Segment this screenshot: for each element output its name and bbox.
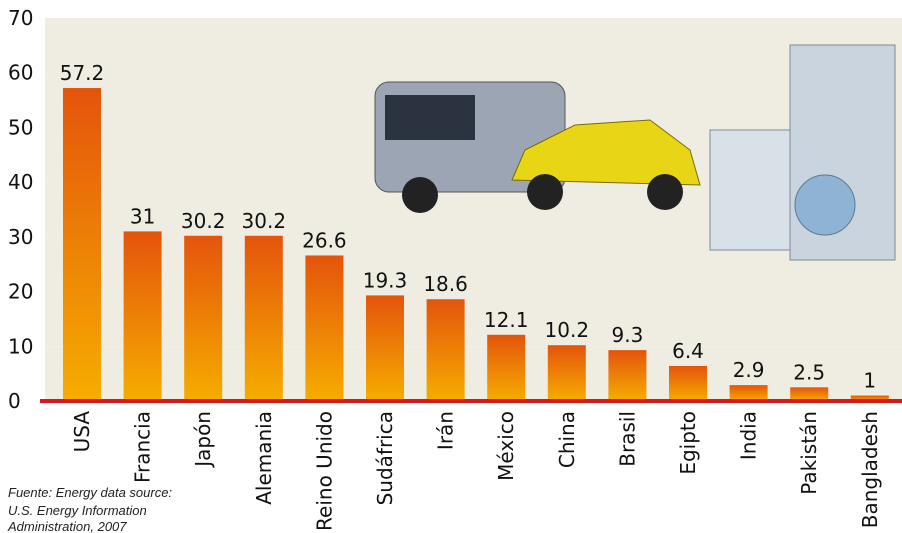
value-label: 1 (863, 369, 876, 393)
value-label: 10.2 (545, 318, 590, 342)
x-tick-label: Pakistán (797, 411, 821, 495)
bar (730, 385, 768, 401)
y-tick-label: 30 (8, 225, 33, 249)
x-tick-label: India (737, 411, 761, 460)
chart: 0 10 20 30 40 50 60 70 57.2 USA 31 Francia 30.2 Japón… (0, 0, 902, 533)
x-tick-label: Francia (131, 411, 155, 483)
x-tick-label: USA (70, 411, 94, 453)
value-label: 6.4 (672, 339, 704, 363)
value-label: 18.6 (423, 272, 468, 296)
x-tick-label: Irán (434, 411, 458, 450)
bar (548, 345, 586, 401)
value-label: 26.6 (302, 228, 347, 252)
y-tick-label: 60 (8, 61, 33, 85)
source-note: U.S. Energy Information (8, 503, 147, 518)
x-tick-label: Bangladesh (858, 411, 882, 528)
source-note: Fuente: Energy data source: (8, 485, 172, 500)
value-label: 30.2 (242, 209, 287, 233)
x-tick-label: Sudáfrica (373, 411, 397, 505)
value-label: 2.9 (733, 358, 765, 382)
bar (124, 231, 162, 401)
bar (427, 299, 465, 401)
bus-wheel (402, 177, 438, 213)
x-tick-label: Brasil (615, 411, 639, 467)
car-wheel (527, 174, 563, 210)
grid-band (45, 346, 902, 401)
value-label: 9.3 (611, 323, 643, 347)
y-tick-label: 20 (8, 280, 33, 304)
x-tick-label: Alemania (252, 411, 276, 505)
x-tick-label: México (494, 411, 518, 481)
bar (487, 335, 525, 401)
washer-door (795, 175, 855, 235)
x-tick-label: Japón (191, 411, 215, 469)
value-label: 57.2 (60, 61, 105, 85)
bus-window (385, 95, 475, 140)
x-tick-label: China (555, 411, 579, 468)
bar (245, 236, 283, 401)
value-label: 12.1 (484, 308, 529, 332)
y-tick-label: 70 (8, 6, 33, 30)
bar (366, 295, 404, 401)
washer (710, 130, 790, 250)
bar (790, 387, 828, 401)
y-tick-label: 50 (8, 115, 33, 139)
x-tick-label: Reino Unido (312, 411, 336, 531)
y-tick-label: 10 (8, 334, 33, 358)
bar (305, 255, 343, 401)
value-label: 30.2 (181, 209, 226, 233)
source-note: Administration, 2007 (7, 519, 127, 533)
y-tick-label: 40 (8, 170, 33, 194)
grid-band (45, 292, 902, 347)
bar (669, 366, 707, 401)
bar (608, 350, 646, 401)
bar (184, 236, 222, 401)
y-tick-label: 0 (8, 389, 21, 413)
bar (63, 88, 101, 401)
car-wheel (647, 174, 683, 210)
grid-band (45, 18, 902, 73)
value-label: 31 (130, 204, 155, 228)
value-label: 19.3 (363, 268, 408, 292)
x-tick-label: Egipto (676, 411, 700, 475)
value-label: 2.5 (793, 360, 825, 384)
